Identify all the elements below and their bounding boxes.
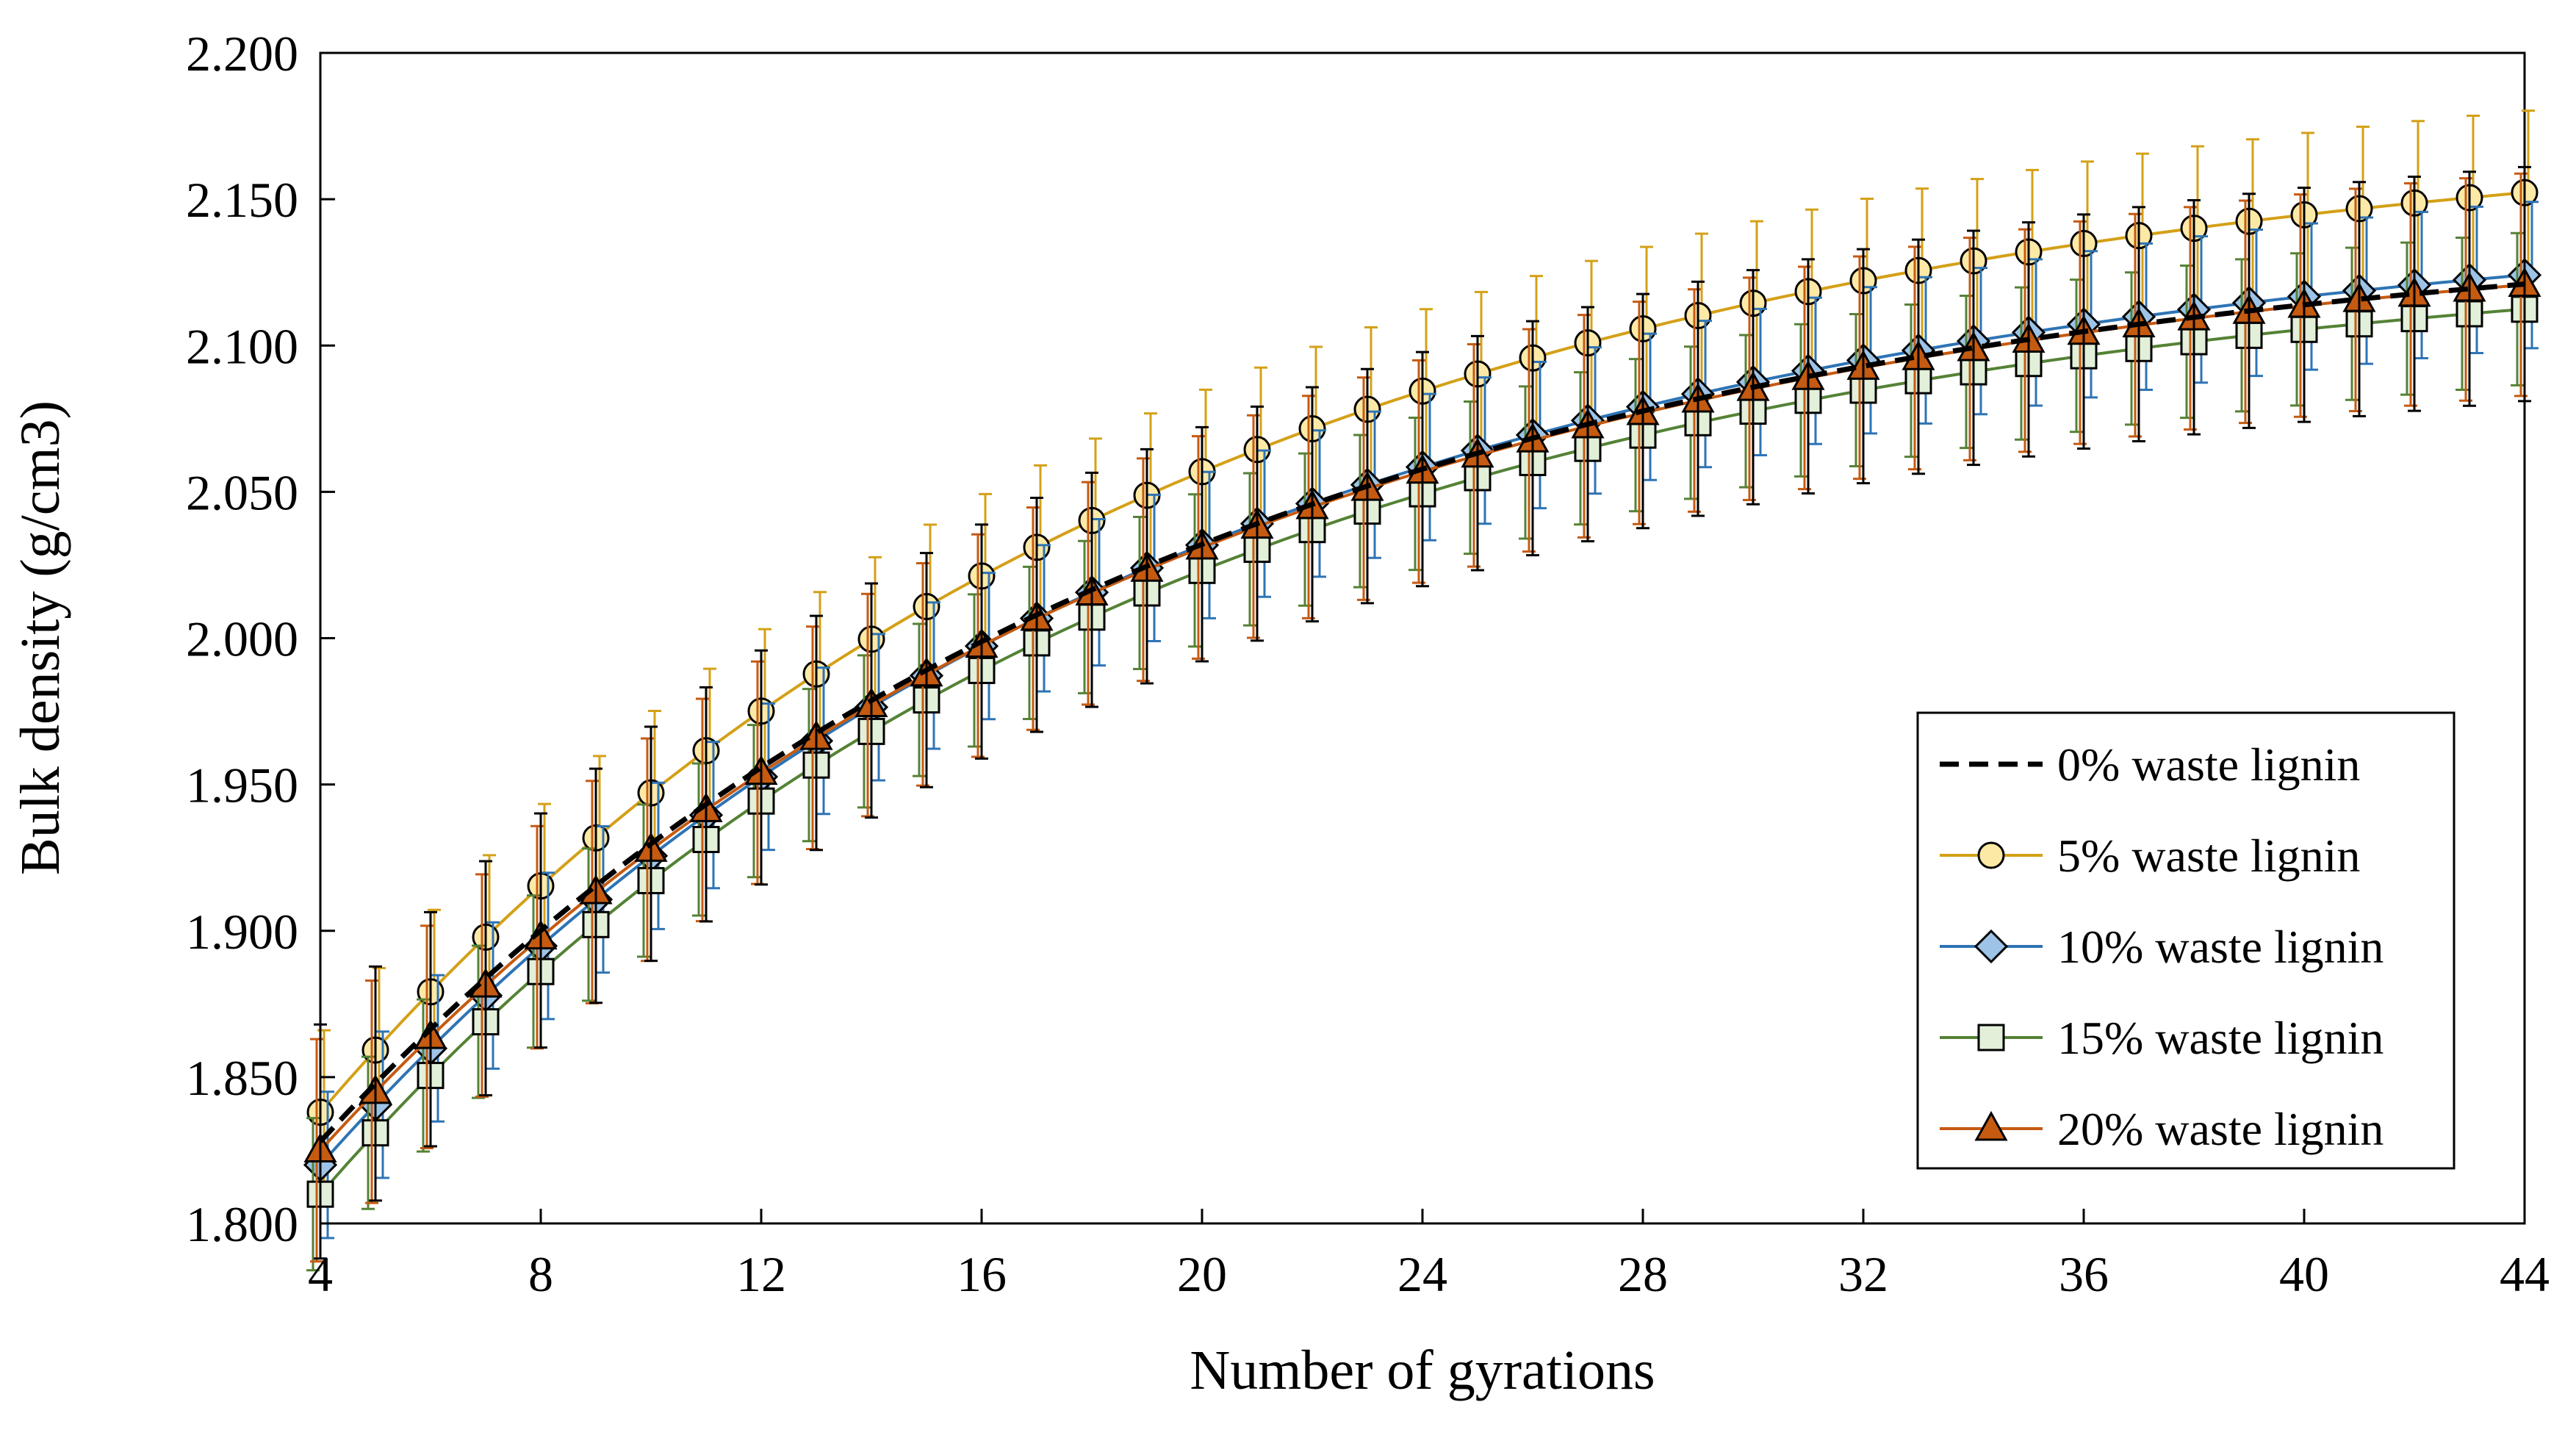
x-tick-label: 40 [2279,1246,2329,1302]
legend-box [1916,711,2456,1170]
legend-label: 15% waste lignin [2057,1012,2383,1064]
y-tick-label: 1.900 [186,904,298,960]
x-tick-label: 4 [308,1246,333,1302]
x-axis-title: Number of gyrations [1190,1340,1655,1401]
legend-swatch-marker [1977,841,2005,869]
legend-item: 20% waste lignin [1940,1103,2383,1155]
legend-label: 0% waste lignin [2057,738,2360,791]
legend-label: 5% waste lignin [2057,830,2360,882]
series-line [318,281,2525,1143]
legend-item: 5% waste lignin [1940,830,2360,882]
legend-label: 10% waste lignin [2057,921,2383,973]
x-tick-label: 36 [2059,1246,2109,1302]
legend-item: 0% waste lignin [1940,738,2360,791]
series-0-waste-lignin [314,165,2531,1260]
series-layer [303,109,2542,1272]
legend-swatch-marker [1974,1110,2008,1141]
y-tick-label: 2.150 [186,172,298,228]
legend-swatch-marker [1974,929,2009,964]
x-tick-label: 16 [957,1246,1007,1302]
x-tick-label: 32 [1838,1246,1888,1302]
y-tick-label: 2.050 [186,464,298,520]
y-tick-label: 2.100 [186,318,298,374]
y-tick-label: 2.000 [186,611,298,667]
legend-label: 20% waste lignin [2057,1103,2383,1155]
legend-swatch-marker [1977,1024,2005,1051]
x-tick-label: 28 [1618,1246,1668,1302]
x-tick-label: 12 [736,1246,786,1302]
y-tick-label: 2.200 [186,26,298,82]
x-tick-label: 44 [2500,1246,2550,1302]
legend-item: 15% waste lignin [1940,1012,2383,1064]
x-tick-label: 8 [528,1246,553,1302]
y-tick-label: 1.800 [186,1196,298,1252]
x-tick-label: 24 [1397,1246,1447,1302]
tick-layer: 4 8 12 16 20 24 28 32 36 40 44 1.800 1.850 1.900 1.950… [186,26,2550,1302]
x-tick-label: 20 [1177,1246,1227,1302]
y-tick-label: 1.850 [186,1050,298,1106]
legend-item: 10% waste lignin [1940,921,2383,973]
y-axis-title: Bulk density (g/cm3) [10,400,71,875]
legend: 0% waste lignin 5% waste lignin 10% waste … [1916,711,2456,1170]
y-tick-label: 1.950 [186,758,298,813]
